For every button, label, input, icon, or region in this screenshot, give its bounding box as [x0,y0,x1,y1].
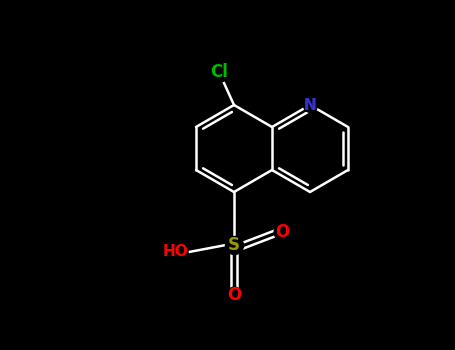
Text: S: S [228,236,240,254]
Text: O: O [227,286,241,304]
Text: HO: HO [162,245,188,259]
Text: N: N [303,98,316,112]
Text: O: O [275,223,289,241]
Text: N: N [303,98,316,112]
Text: Cl: Cl [210,63,228,81]
